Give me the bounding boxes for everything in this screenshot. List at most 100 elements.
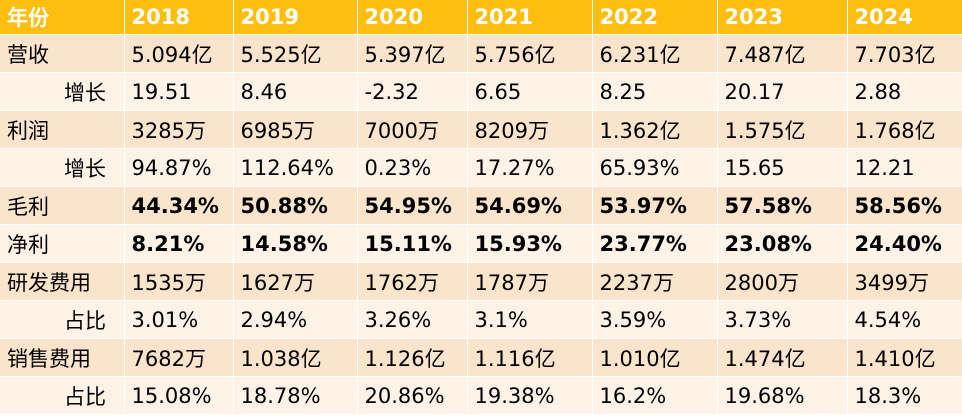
table-cell: 3499万: [847, 262, 962, 301]
table-cell: 58.56%: [847, 186, 962, 225]
table-cell: 15.65: [717, 148, 848, 187]
table-cell: 3.59%: [592, 300, 718, 339]
row-label: 占比: [0, 300, 125, 339]
row-label: 净利: [0, 224, 125, 263]
table-cell: 6.231亿: [592, 34, 718, 73]
table-cell: 3.1%: [467, 300, 593, 339]
table-cell: 1.038亿: [233, 338, 358, 377]
table-cell: 50.88%: [233, 186, 358, 225]
table-cell: 2.88: [847, 72, 962, 111]
table-cell: 7.487亿: [717, 34, 848, 73]
header-year: 2022: [592, 0, 718, 35]
row-label: 增长: [0, 148, 125, 187]
table-cell: 2800万: [717, 262, 848, 301]
table-cell: 1535万: [124, 262, 234, 301]
row-revenue-growth: 增长 19.51 8.46 -2.32 6.65 8.25 20.17 2.88: [0, 72, 962, 111]
table-cell: -2.32: [357, 72, 468, 111]
table-cell: 6985万: [233, 110, 358, 149]
table-cell: 1762万: [357, 262, 468, 301]
header-year: 2023: [717, 0, 848, 35]
table-cell: 3285万: [124, 110, 234, 149]
table-cell: 14.58%: [233, 224, 358, 263]
table-cell: 4.54%: [847, 300, 962, 339]
table-cell: 20.17: [717, 72, 848, 111]
row-label: 占比: [0, 376, 125, 415]
table-cell: 3.01%: [124, 300, 234, 339]
table-cell: 44.34%: [124, 186, 234, 225]
row-rnd-ratio: 占比 3.01% 2.94% 3.26% 3.1% 3.59% 3.73% 4.…: [0, 300, 962, 339]
row-profit: 利润 3285万 6985万 7000万 8209万 1.362亿 1.575亿…: [0, 110, 962, 149]
table-cell: 18.3%: [847, 376, 962, 415]
table-cell: 112.64%: [233, 148, 358, 187]
row-net-margin: 净利 8.21% 14.58% 15.11% 15.93% 23.77% 23.…: [0, 224, 962, 263]
table-cell: 1627万: [233, 262, 358, 301]
table-cell: 19.38%: [467, 376, 593, 415]
table-cell: 7000万: [357, 110, 468, 149]
table-cell: 1.116亿: [467, 338, 593, 377]
row-revenue: 营收 5.094亿 5.525亿 5.397亿 5.756亿 6.231亿 7.…: [0, 34, 962, 73]
table-cell: 7682万: [124, 338, 234, 377]
table-cell: 19.51: [124, 72, 234, 111]
table-cell: 1.362亿: [592, 110, 718, 149]
table-cell: 2.94%: [233, 300, 358, 339]
table-cell: 23.77%: [592, 224, 718, 263]
table-cell: 7.703亿: [847, 34, 962, 73]
table-cell: 8209万: [467, 110, 593, 149]
table-cell: 15.11%: [357, 224, 468, 263]
row-label: 销售费用: [0, 338, 125, 377]
table-cell: 1.575亿: [717, 110, 848, 149]
table-cell: 6.65: [467, 72, 593, 111]
header-row: 年份 2018 2019 2020 2021 2022 2023 2024: [0, 0, 962, 35]
table-cell: 54.69%: [467, 186, 593, 225]
row-label: 营收: [0, 34, 125, 73]
table-cell: 2237万: [592, 262, 718, 301]
table-cell: 15.08%: [124, 376, 234, 415]
table-cell: 24.40%: [847, 224, 962, 263]
table-cell: 0.23%: [357, 148, 468, 187]
table-cell: 65.93%: [592, 148, 718, 187]
table-cell: 53.97%: [592, 186, 718, 225]
table-cell: 94.87%: [124, 148, 234, 187]
row-label: 利润: [0, 110, 125, 149]
row-sales-ratio: 占比 15.08% 18.78% 20.86% 19.38% 16.2% 19.…: [0, 376, 962, 415]
table-cell: 54.95%: [357, 186, 468, 225]
table-cell: 1787万: [467, 262, 593, 301]
table-cell: 8.46: [233, 72, 358, 111]
table-cell: 20.86%: [357, 376, 468, 415]
header-label: 年份: [0, 0, 125, 35]
table-cell: 3.26%: [357, 300, 468, 339]
header-year: 2024: [847, 0, 962, 35]
table-cell: 5.094亿: [124, 34, 234, 73]
table-cell: 1.474亿: [717, 338, 848, 377]
table-cell: 1.410亿: [847, 338, 962, 377]
header-year: 2021: [467, 0, 593, 35]
header-year: 2018: [124, 0, 234, 35]
table-cell: 8.25: [592, 72, 718, 111]
row-profit-growth: 增长 94.87% 112.64% 0.23% 17.27% 65.93% 15…: [0, 148, 962, 187]
row-sales-expense: 销售费用 7682万 1.038亿 1.126亿 1.116亿 1.010亿 1…: [0, 338, 962, 377]
table-cell: 8.21%: [124, 224, 234, 263]
table-cell: 1.126亿: [357, 338, 468, 377]
table-cell: 12.21: [847, 148, 962, 187]
table-cell: 16.2%: [592, 376, 718, 415]
table-cell: 15.93%: [467, 224, 593, 263]
row-label: 增长: [0, 72, 125, 111]
table-cell: 1.010亿: [592, 338, 718, 377]
table-cell: 18.78%: [233, 376, 358, 415]
table-cell: 5.525亿: [233, 34, 358, 73]
table-cell: 23.08%: [717, 224, 848, 263]
table-cell: 5.756亿: [467, 34, 593, 73]
row-label: 毛利: [0, 186, 125, 225]
table-cell: 1.768亿: [847, 110, 962, 149]
table-cell: 57.58%: [717, 186, 848, 225]
table-cell: 17.27%: [467, 148, 593, 187]
row-gross-margin: 毛利 44.34% 50.88% 54.95% 54.69% 53.97% 57…: [0, 186, 962, 225]
row-label: 研发费用: [0, 262, 125, 301]
table-cell: 19.68%: [717, 376, 848, 415]
header-year: 2020: [357, 0, 468, 35]
header-year: 2019: [233, 0, 358, 35]
row-rnd-expense: 研发费用 1535万 1627万 1762万 1787万 2237万 2800万…: [0, 262, 962, 301]
table-cell: 3.73%: [717, 300, 848, 339]
table-cell: 5.397亿: [357, 34, 468, 73]
